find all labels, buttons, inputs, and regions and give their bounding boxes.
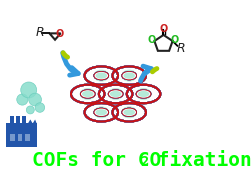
Ellipse shape [135,88,151,100]
Ellipse shape [94,72,108,79]
Text: 2: 2 [140,155,148,169]
Text: O: O [170,35,178,45]
Text: O: O [159,24,167,34]
Bar [6,123,37,147]
Ellipse shape [28,93,41,106]
Ellipse shape [17,94,28,105]
Ellipse shape [80,88,95,100]
Ellipse shape [122,72,135,79]
Ellipse shape [136,90,150,98]
Ellipse shape [95,109,107,115]
Ellipse shape [121,106,137,118]
Ellipse shape [35,103,45,112]
Ellipse shape [107,88,123,100]
FancyArrowPatch shape [62,53,78,75]
Ellipse shape [122,109,135,116]
Ellipse shape [93,70,109,82]
Text: COFs for CO: COFs for CO [32,151,161,170]
FancyArrowPatch shape [152,69,156,72]
Ellipse shape [21,82,37,98]
Text: O: O [55,29,64,39]
FancyArrowPatch shape [63,53,67,57]
Ellipse shape [94,109,108,116]
Ellipse shape [123,109,134,115]
Ellipse shape [82,91,93,97]
Ellipse shape [93,106,109,118]
Polygon shape [28,119,37,123]
Ellipse shape [95,72,107,79]
Ellipse shape [109,91,121,97]
Bar [16,115,20,127]
Bar [22,115,26,127]
FancyArrowPatch shape [140,66,151,81]
Ellipse shape [108,90,122,98]
Text: R: R [176,42,184,55]
Ellipse shape [121,70,137,82]
Text: O: O [147,35,155,45]
Ellipse shape [26,106,34,114]
Bar [25,134,29,141]
Text: fixation: fixation [145,151,251,170]
Bar [10,115,14,127]
Bar [17,134,22,141]
Text: R: R [36,26,44,40]
Ellipse shape [137,91,149,97]
Bar [10,134,15,141]
Ellipse shape [123,72,134,79]
Ellipse shape [81,90,94,98]
